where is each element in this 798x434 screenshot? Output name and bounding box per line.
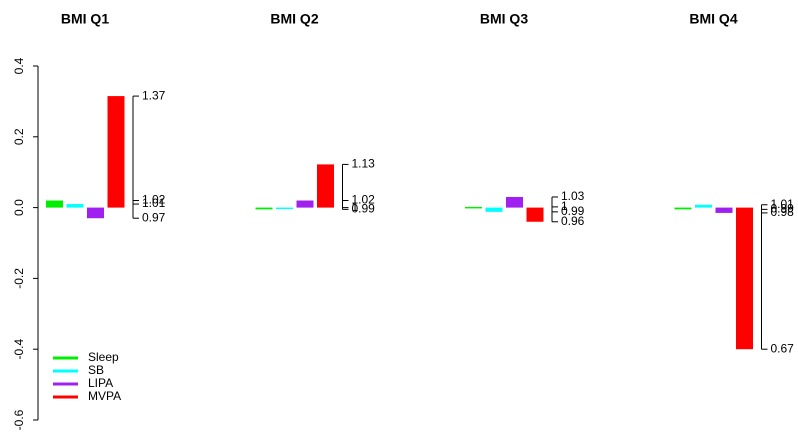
ratio-label: 1.01 bbox=[142, 196, 166, 210]
bar bbox=[276, 207, 293, 210]
ratio-label: 1.02 bbox=[142, 193, 166, 207]
bar bbox=[66, 204, 84, 208]
panel-title: BMI Q2 bbox=[270, 11, 318, 27]
bar bbox=[317, 164, 334, 208]
legend-label: Sleep bbox=[88, 350, 119, 364]
legend-label: SB bbox=[88, 363, 104, 377]
legend-label: LIPA bbox=[88, 376, 113, 390]
y-tick-label: -0.4 bbox=[12, 339, 26, 360]
bar bbox=[736, 207, 753, 350]
ratio-label: 0.99 bbox=[561, 204, 585, 218]
bar bbox=[695, 204, 712, 208]
bar bbox=[506, 196, 523, 208]
bar bbox=[465, 206, 482, 209]
bar bbox=[296, 200, 314, 208]
y-tick-label: -0.2 bbox=[12, 268, 26, 289]
ratio-label: 0.97 bbox=[142, 210, 166, 224]
ratio-label: 0.67 bbox=[771, 341, 795, 355]
y-tick-label: 0.2 bbox=[12, 128, 26, 145]
ratio-label: 0.99 bbox=[771, 202, 795, 216]
bar bbox=[526, 207, 544, 222]
y-tick-label: 0.0 bbox=[12, 199, 26, 216]
bar bbox=[107, 96, 125, 208]
ratio-label: 1 bbox=[561, 199, 568, 213]
bar bbox=[46, 200, 63, 208]
bar bbox=[485, 207, 503, 212]
panel-title: BMI Q4 bbox=[689, 11, 737, 27]
ratio-label: 0.98 bbox=[771, 205, 795, 219]
y-tick-label: 0.4 bbox=[12, 57, 26, 74]
ratio-label: 1 bbox=[352, 200, 359, 214]
ratio-label: 1.01 bbox=[771, 197, 795, 211]
ratio-label: 1.02 bbox=[352, 193, 376, 207]
ratio-label: 1.13 bbox=[352, 157, 376, 171]
bar bbox=[674, 207, 692, 210]
bar bbox=[255, 207, 273, 210]
panel-title: BMI Q3 bbox=[480, 11, 528, 27]
ratio-label: 1.03 bbox=[561, 189, 585, 203]
ratio-label: 0.99 bbox=[352, 202, 376, 216]
legend-label: MVPA bbox=[88, 389, 121, 403]
ratio-label: 0.96 bbox=[561, 214, 585, 228]
bar bbox=[715, 207, 733, 213]
ratio-label: 1.37 bbox=[142, 88, 166, 102]
y-tick-label: -0.6 bbox=[12, 409, 26, 430]
panel-title: BMI Q1 bbox=[61, 11, 109, 27]
bar bbox=[87, 207, 104, 219]
